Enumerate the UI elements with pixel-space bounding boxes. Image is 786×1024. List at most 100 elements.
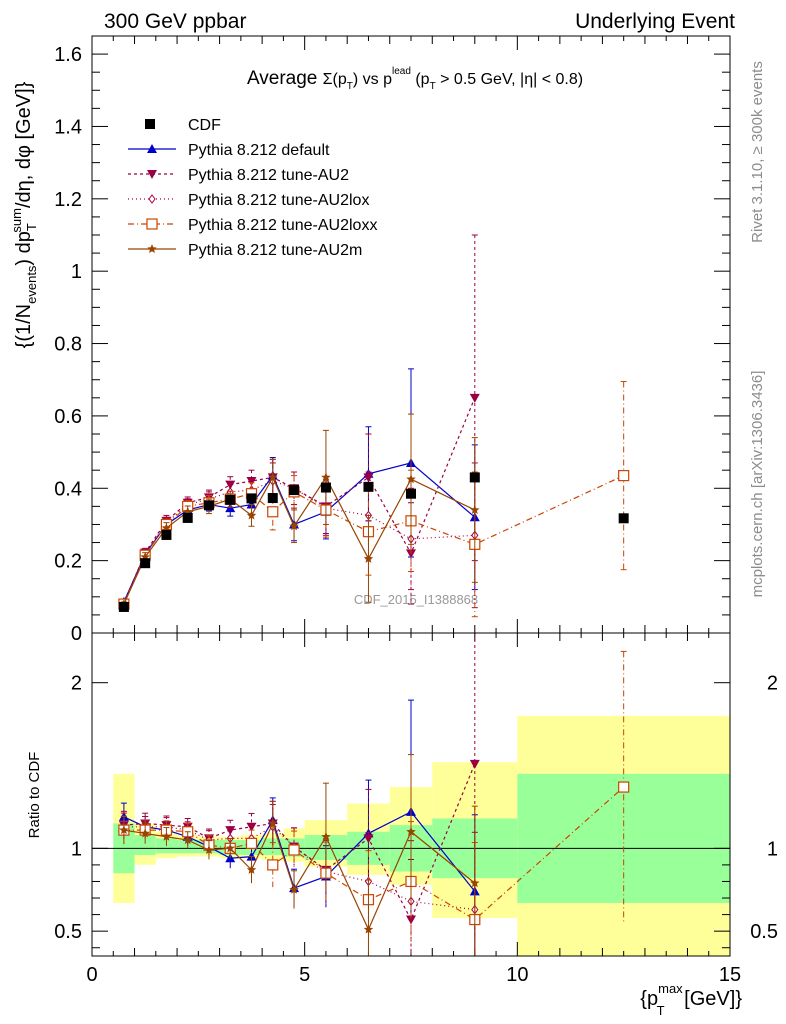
ratio-tick-label: 0.5 [54, 921, 82, 943]
ratio-tick-label-right: 0.5 [750, 921, 778, 943]
legend-label-3: Pythia 8.212 tune-AU2loxx [188, 217, 377, 234]
series-4-ratio-point [406, 826, 416, 836]
series-4-ratio-point [321, 831, 331, 841]
series-4-point [289, 521, 299, 531]
ratio-tick-label-right: 1 [767, 838, 778, 860]
series-3-point [267, 506, 279, 518]
legend-label-4: Pythia 8.212 tune-AU2m [188, 242, 362, 259]
energy-label: 300 GeV ppbar [104, 10, 246, 33]
legend-marker-3 [146, 218, 158, 230]
axis-ticks: 0 5 10 15 0 0.2 0.4 0.6 0.8 1 1.2 1.4 1.6 0.5 0.5 1 1 2 2 [54, 36, 778, 986]
x-tick-label: 10 [506, 964, 528, 986]
ratio-axis-label: Ratio to CDF [26, 752, 43, 839]
cdf-data-point [182, 512, 193, 523]
series-3-ratio-point [245, 837, 258, 849]
cdf-data-point [118, 601, 129, 612]
main-series-layer [118, 234, 630, 618]
ratio-tick-label: 2 [71, 673, 82, 695]
legend-label-0: Pythia 8.212 default [188, 142, 330, 159]
cdf-data-point [267, 493, 278, 504]
rivet-label: Rivet 3.1.10, ≥ 300k events [749, 61, 766, 243]
y-tick-label: 0.6 [54, 406, 82, 428]
cdf-data-point [363, 481, 374, 492]
cdf-data-point [140, 558, 151, 569]
series-0-point [225, 503, 236, 513]
legend-label-2: Pythia 8.212 tune-AU2lox [188, 192, 369, 209]
green-band-1 [134, 835, 156, 855]
series-4-point [406, 474, 416, 484]
series-4-ratio-point [161, 831, 172, 841]
series-3-line [123, 475, 624, 605]
series-3-ratio-point [618, 781, 630, 793]
series-2-line [123, 480, 475, 604]
series-3-ratio-point [267, 859, 279, 871]
x-tick-label: 15 [719, 964, 741, 986]
legend: CDF Pythia 8.212 default Pythia 8.212 tune… [128, 117, 377, 259]
cdf-data-point [469, 472, 480, 483]
series-4-ratio-point [470, 878, 480, 888]
y-tick-label: 1.2 [54, 189, 82, 211]
x-axis-label: {pmax T [GeV]} [640, 981, 742, 1018]
series-3-point [618, 470, 630, 482]
series-4-ratio-point [225, 843, 235, 853]
x-tick-label: 0 [86, 964, 97, 986]
y-tick-label: 0 [71, 623, 82, 645]
series-4-ratio-point [289, 884, 299, 894]
legend-marker-4 [147, 244, 157, 254]
cdf-data-point [225, 494, 236, 505]
y-tick-label: 1 [71, 261, 82, 283]
series-1-point [363, 473, 374, 483]
series-0-line [123, 462, 476, 603]
legend-marker-cdf [145, 119, 155, 129]
series-4-point [182, 506, 193, 516]
plot-title: Average Σ(pT) vs plead (pT > 0.5 GeV, |η… [247, 66, 583, 92]
series-1-ratio-point [406, 915, 416, 925]
process-label: Underlying Event [575, 10, 735, 33]
cdf-data-point [161, 529, 172, 540]
legend-label-cdf: CDF [188, 117, 221, 134]
series-4-ratio-point [363, 924, 374, 934]
cdf-data-point [203, 500, 214, 511]
legend-marker-1 [147, 170, 157, 179]
ratio-series-layer [118, 632, 630, 956]
ratio-tick-label-right: 2 [767, 673, 778, 695]
series-4-ratio-point [119, 825, 129, 835]
series-1-line [123, 397, 476, 604]
series-1-ratio-point [469, 759, 480, 769]
series-4-point [268, 472, 278, 482]
series-3-ratio-line [123, 786, 625, 921]
series-4-ratio-point [246, 864, 257, 874]
series-4-point [161, 523, 172, 533]
series-4-ratio-point [268, 818, 278, 828]
y-tick-label: 0.8 [54, 334, 82, 356]
ratio-frame [91, 632, 731, 957]
legend-marker-0 [147, 144, 157, 153]
y-tick-label: 0.4 [54, 478, 82, 500]
analysis-watermark: CDF_2015_I1388868 [354, 592, 478, 607]
series-1-ratio-point [363, 834, 374, 844]
cdf-data-point [246, 493, 257, 504]
series-1-point [225, 480, 236, 490]
ratio-tick-label: 1 [71, 838, 82, 860]
y-axis-label: {(1/Nevents) dpTsum/dη, dφ [GeV]} [9, 81, 39, 348]
cdf-data-point [320, 482, 331, 493]
series-4-ratio-point [182, 835, 193, 845]
series-4-ratio-point [140, 828, 150, 838]
series-1-point [469, 393, 480, 403]
series-4-ratio-point [204, 844, 214, 855]
y-tick-label: 1.4 [54, 116, 82, 138]
series-3-ratio-point [288, 844, 300, 856]
series-4-point [363, 553, 374, 563]
series-4-point [140, 552, 150, 562]
cdf-data-point [618, 513, 629, 524]
series-4-point [470, 504, 480, 515]
series-4-point [321, 472, 331, 482]
series-4-point [246, 510, 257, 520]
mcplots-label: mcplots.cern.ch [arXiv:1306.3436] [749, 371, 766, 598]
y-tick-label: 1.6 [54, 44, 82, 66]
cdf-data-point [289, 485, 300, 496]
x-tick-label: 5 [299, 964, 310, 986]
y-tick-label: 0.2 [54, 551, 82, 573]
legend-label-1: Pythia 8.212 tune-AU2 [188, 167, 349, 184]
